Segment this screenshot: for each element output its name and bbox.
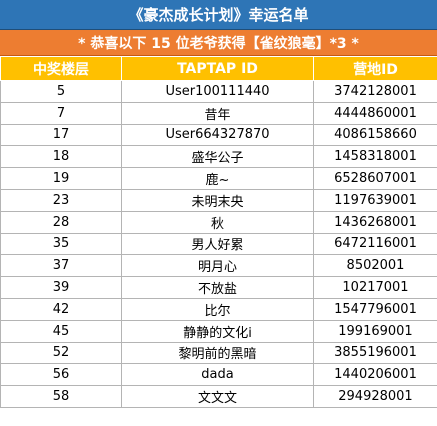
cell-camp-id: 6528607001 xyxy=(313,167,437,190)
list-subtitle: * 恭喜以下 15 位老爷获得【雀纹狼毫】*3 * xyxy=(0,30,437,56)
list-title: 《豪杰成长计划》幸运名单 xyxy=(0,0,437,30)
cell-taptap-id: 黎明前的黑暗 xyxy=(121,341,314,365)
cell-taptap-id: 不放盐 xyxy=(121,276,314,299)
cell-camp-id: 1197639001 xyxy=(313,188,437,212)
cell-floor: 23 xyxy=(0,188,122,212)
cell-camp-id: 199169001 xyxy=(313,319,437,343)
cell-floor: 28 xyxy=(0,210,122,234)
table-row: 39 不放盐 10217001 xyxy=(0,276,437,299)
cell-camp-id: 1436268001 xyxy=(313,210,437,234)
cell-floor: 5 xyxy=(0,80,122,103)
cell-taptap-id: User664327870 xyxy=(121,123,314,147)
header-floor: 中奖楼层 xyxy=(0,56,122,81)
cell-taptap-id: 明月心 xyxy=(121,254,314,278)
table-row: 35 男人好累 6472116001 xyxy=(0,232,437,256)
cell-floor: 7 xyxy=(0,101,122,125)
cell-floor: 39 xyxy=(0,276,122,299)
table-row: 28 秋 1436268001 xyxy=(0,210,437,234)
cell-camp-id: 6472116001 xyxy=(313,232,437,256)
winners-table: 中奖楼层 TAPTAP ID 营地ID 5 User100111440 374212… xyxy=(0,56,437,408)
cell-taptap-id: 秋 xyxy=(121,210,314,234)
cell-taptap-id: dada xyxy=(121,363,314,387)
cell-floor: 58 xyxy=(0,385,122,408)
cell-camp-id: 4444860001 xyxy=(313,101,437,125)
cell-camp-id: 4086158660 xyxy=(313,123,437,147)
table-row: 37 明月心 8502001 xyxy=(0,254,437,278)
cell-taptap-id: 昔年 xyxy=(121,101,314,125)
cell-taptap-id: User100111440 xyxy=(121,80,314,103)
cell-floor: 19 xyxy=(0,167,122,190)
table-row: 42 比尔 1547796001 xyxy=(0,297,437,321)
table-row: 56 dada 1440206001 xyxy=(0,363,437,387)
table-row: 58 文文文 294928001 xyxy=(0,385,437,408)
cell-camp-id: 3855196001 xyxy=(313,341,437,365)
header-taptap-id: TAPTAP ID xyxy=(121,56,314,81)
cell-taptap-id: 鹿~ xyxy=(121,167,314,190)
cell-floor: 52 xyxy=(0,341,122,365)
table-row: 45 静静的文化i 199169001 xyxy=(0,319,437,343)
cell-camp-id: 294928001 xyxy=(313,385,437,408)
table-row: 23 未明末央 1197639001 xyxy=(0,188,437,212)
table-body: 5 User100111440 3742128001 7 昔年 4444860001 17 U… xyxy=(0,80,437,408)
table-row: 5 User100111440 3742128001 xyxy=(0,80,437,103)
cell-taptap-id: 男人好累 xyxy=(121,232,314,256)
table-row: 52 黎明前的黑暗 3855196001 xyxy=(0,341,437,365)
table-row: 7 昔年 4444860001 xyxy=(0,101,437,125)
cell-taptap-id: 静静的文化i xyxy=(121,319,314,343)
table-header: 中奖楼层 TAPTAP ID 营地ID xyxy=(0,56,437,81)
cell-floor: 45 xyxy=(0,319,122,343)
cell-taptap-id: 文文文 xyxy=(121,385,314,408)
cell-camp-id: 8502001 xyxy=(313,254,437,278)
cell-camp-id: 3742128001 xyxy=(313,80,437,103)
cell-floor: 37 xyxy=(0,254,122,278)
cell-camp-id: 1547796001 xyxy=(313,297,437,321)
cell-floor: 18 xyxy=(0,145,122,169)
cell-floor: 17 xyxy=(0,123,122,147)
cell-floor: 42 xyxy=(0,297,122,321)
cell-floor: 56 xyxy=(0,363,122,387)
table-row: 19 鹿~ 6528607001 xyxy=(0,167,437,190)
header-camp-id: 营地ID xyxy=(313,56,437,81)
table-row: 18 盛华公子 1458318001 xyxy=(0,145,437,169)
cell-camp-id: 1458318001 xyxy=(313,145,437,169)
cell-taptap-id: 盛华公子 xyxy=(121,145,314,169)
cell-floor: 35 xyxy=(0,232,122,256)
cell-camp-id: 1440206001 xyxy=(313,363,437,387)
header-row: 中奖楼层 TAPTAP ID 营地ID xyxy=(0,56,437,81)
table-row: 17 User664327870 4086158660 xyxy=(0,123,437,147)
cell-taptap-id: 比尔 xyxy=(121,297,314,321)
cell-camp-id: 10217001 xyxy=(313,276,437,299)
cell-taptap-id: 未明末央 xyxy=(121,188,314,212)
